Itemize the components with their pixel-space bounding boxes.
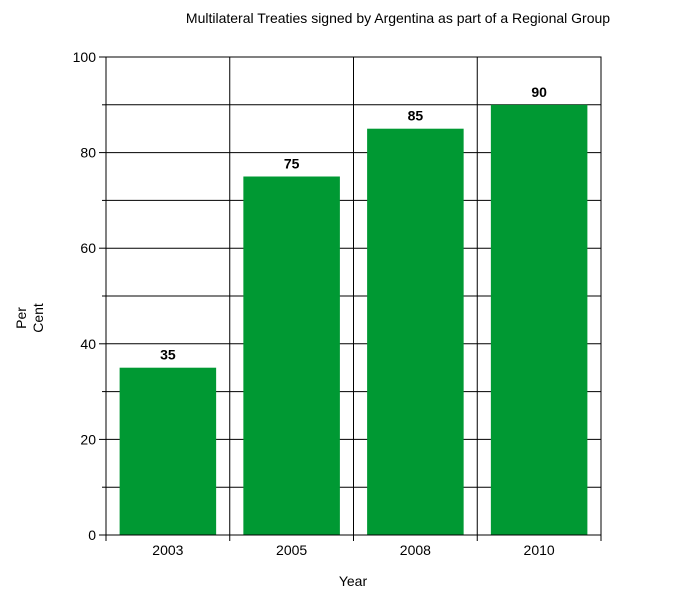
- x-tick-label: 2003: [152, 542, 183, 558]
- bar-2010: [490, 104, 588, 536]
- x-axis-label: Year: [339, 573, 368, 589]
- data-label-2008: 85: [408, 108, 424, 124]
- chart-title: Multilateral Treaties signed by Argentin…: [186, 10, 610, 26]
- y-tick-label: 80: [80, 145, 96, 161]
- y-tick-label: 0: [88, 527, 96, 543]
- x-tick-label: 2008: [400, 542, 431, 558]
- y-tick-label: 40: [80, 336, 96, 352]
- bars: [119, 104, 588, 536]
- y-axis-label-line-1: Per: [13, 307, 29, 329]
- y-axis-label-line-2: Cent: [30, 303, 46, 333]
- bar-2008: [367, 128, 464, 535]
- y-axis-label: Per Cent: [13, 303, 46, 333]
- data-labels: 35 75 85 90: [160, 84, 547, 363]
- y-tick-label: 100: [73, 49, 97, 65]
- data-label-2010: 90: [531, 84, 547, 100]
- bar-2005: [243, 176, 340, 535]
- y-axis: 0 20 40 60 80 100: [73, 49, 106, 543]
- x-tick-label: 2005: [276, 542, 307, 558]
- bar-2003: [119, 367, 217, 535]
- y-tick-label: 60: [80, 240, 96, 256]
- data-label-2003: 35: [160, 347, 176, 363]
- y-tick-label: 20: [80, 431, 96, 447]
- x-tick-label: 2010: [524, 542, 555, 558]
- x-axis: 2003 2005 2008 2010: [105, 535, 602, 558]
- data-label-2005: 75: [284, 156, 300, 172]
